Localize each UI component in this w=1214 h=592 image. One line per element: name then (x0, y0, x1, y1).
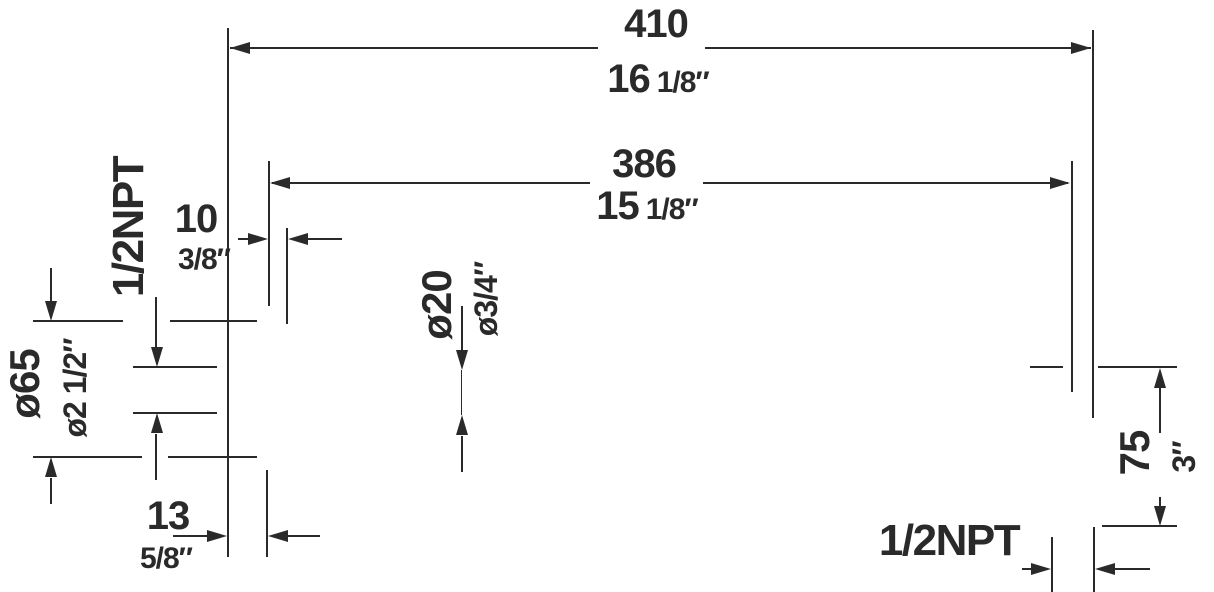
dim-13-arrowhead-left (207, 530, 227, 542)
flange-bottom-extension-left (33, 456, 142, 458)
flange-front-extension-line (266, 470, 268, 557)
dim-410-line-right (705, 47, 1091, 49)
dim-13-arrowhead-right (268, 530, 288, 542)
dim-65-arrowhead-top (45, 301, 57, 321)
flange-top-extension-right (170, 320, 257, 322)
dim-10-extension-line-right (286, 228, 288, 324)
dim-10-tail-left (238, 238, 252, 240)
drop-bottom-extension (1102, 525, 1177, 527)
dim-13-tail-right (286, 535, 320, 537)
dim-386-inch-whole: 15 (596, 184, 639, 228)
thread-wall-leader-arrowhead (151, 347, 163, 367)
outlet-extension-line-right (1093, 527, 1095, 592)
dim-65-tail-top (50, 268, 52, 302)
dim-386-line-right (703, 182, 1068, 184)
dim-13-tail-left (173, 535, 209, 537)
dim-20-tail-top (461, 306, 463, 350)
flange-up-arrow-tail (155, 434, 157, 480)
dim-13-imperial-label: 5/8″ (139, 542, 193, 575)
dim-410-metric-label: 410 (624, 2, 689, 46)
dim-10-metric-label: 10 (174, 197, 219, 241)
dim-410-arrowhead-left (230, 42, 250, 54)
dim-386-metric-label: 386 (612, 142, 677, 186)
dim-386-inch-frac: 1/8″ (645, 193, 699, 226)
flange-bottom-extension-right (168, 456, 257, 458)
dim-410-extension-line-right (1092, 30, 1094, 418)
dim-386-imperial-label: 15 1/8″ (567, 186, 727, 226)
dim-386-extension-line-left (268, 161, 270, 306)
dim-20-span-line (461, 370, 462, 415)
dim-20-metric-label: ø20 (413, 270, 460, 340)
flange-top-extension-left (33, 320, 123, 322)
dim-410-inch-frac: 1/8″ (656, 66, 710, 99)
dim-410-arrowhead-right (1071, 42, 1091, 54)
outlet-dim-tail-right (1113, 568, 1150, 570)
dim-65-metric-label: ø65 (1, 349, 48, 419)
dim-75-arrowhead-bottom (1154, 506, 1166, 526)
dim-386-line-left (272, 182, 590, 184)
dim-75-tail-top (1159, 388, 1161, 433)
dim-75-imperial-label: 3″ (1166, 441, 1202, 473)
dim-410-inch-whole: 16 (607, 57, 650, 101)
dim-410-imperial-label: 16 1/8″ (578, 59, 738, 99)
wall-face-extension-line (227, 28, 229, 557)
drop-top-extension-left (1030, 366, 1063, 368)
dim-10-arrowhead-left (248, 233, 268, 245)
dim-386-arrowhead-left (270, 177, 290, 189)
dim-10-tail-right (306, 238, 342, 240)
dim-10-arrowhead-right (288, 233, 308, 245)
outlet-extension-line-left (1051, 537, 1053, 592)
thread-wall-leader-line (155, 297, 157, 349)
dim-10-imperial-label: 3/8″ (177, 243, 231, 276)
thread-outlet-label: 1/2NPT (878, 516, 1021, 565)
dim-386-arrowhead-right (1050, 177, 1070, 189)
drop-top-extension-right (1098, 366, 1177, 368)
dim-20-tail-bottom (461, 436, 463, 472)
outlet-dim-tail-left (1022, 568, 1034, 570)
dim-65-imperial-label: ø2 1/2″ (57, 338, 93, 438)
dim-65-arrowhead-bottom (45, 457, 57, 477)
outlet-dim-arrowhead-right (1095, 563, 1115, 575)
dim-20-arrowhead-bottom (456, 415, 468, 435)
thread-wall-label: 1/2NPT (104, 156, 153, 298)
dim-75-arrowhead-top (1154, 368, 1166, 388)
flange-up-arrowhead (151, 413, 163, 433)
dim-20-imperial-label: ø3/4″ (468, 261, 504, 337)
dim-65-tail-bottom (50, 478, 52, 504)
flange-inner-top-line (133, 366, 217, 368)
flange-inner-bottom-line (133, 412, 217, 414)
dim-75-tail-bottom (1159, 497, 1161, 507)
outlet-dim-arrowhead-left (1031, 563, 1051, 575)
dim-20-arrowhead-top (456, 350, 468, 370)
dim-75-metric-label: 75 (1111, 430, 1158, 476)
dim-386-extension-line-right (1071, 161, 1073, 392)
dim-13-metric-label: 13 (146, 494, 191, 538)
dim-410-line-left (230, 47, 598, 49)
